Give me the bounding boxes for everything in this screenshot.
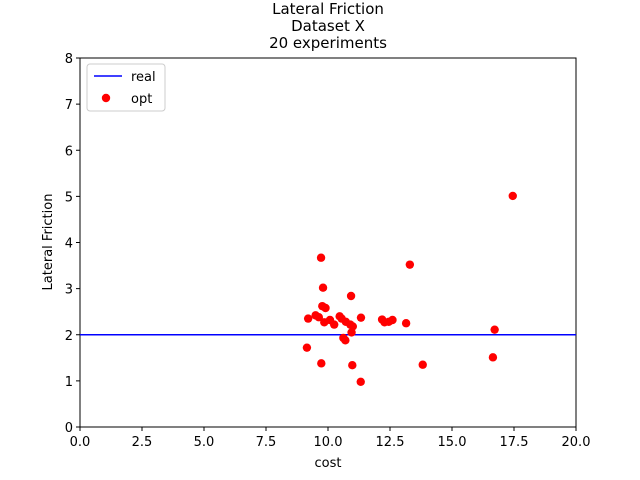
opt-point bbox=[314, 313, 324, 322]
series-layer bbox=[80, 191, 576, 386]
legend-label-opt: opt bbox=[131, 92, 152, 107]
x-tick-label: 20.0 bbox=[562, 435, 591, 450]
opt-point bbox=[488, 353, 498, 362]
y-tick-label: 6 bbox=[65, 144, 73, 159]
opt-point bbox=[330, 320, 339, 329]
y-tick-label: 5 bbox=[65, 190, 73, 205]
opt-point bbox=[318, 283, 328, 292]
y-tick-label: 1 bbox=[65, 375, 73, 390]
opt-point bbox=[341, 336, 350, 345]
y-tick-label: 0 bbox=[65, 421, 73, 436]
x-tick-label: 0.0 bbox=[70, 435, 91, 450]
opt-point bbox=[347, 328, 356, 337]
y-axis-label: Lateral Friction bbox=[41, 194, 56, 291]
opt-point bbox=[490, 325, 499, 334]
x-axis: 0.0 2.5 5.0 7.5 10.0 12.5 15.0 17.5 20.0 bbox=[70, 427, 591, 450]
y-tick-label: 3 bbox=[65, 283, 73, 298]
opt-point bbox=[348, 360, 357, 370]
x-tick-label: 10.0 bbox=[314, 435, 343, 450]
y-tick-label: 2 bbox=[65, 329, 73, 344]
opt-point bbox=[317, 359, 326, 368]
legend-label-real: real bbox=[131, 70, 156, 85]
x-tick-label: 12.5 bbox=[376, 435, 405, 450]
y-axis: 0 1 2 3 4 5 6 7 8 bbox=[65, 52, 80, 436]
x-tick-label: 15.0 bbox=[438, 435, 467, 450]
opt-point bbox=[418, 360, 427, 369]
opt-point bbox=[356, 313, 366, 322]
opt-point bbox=[401, 319, 411, 328]
opt-point bbox=[508, 191, 517, 201]
chart-title-line: 20 experiments bbox=[269, 34, 387, 52]
legend-opt-swatch bbox=[101, 93, 111, 103]
chart-title-line: Lateral Friction bbox=[272, 0, 384, 18]
x-axis-label: cost bbox=[315, 456, 342, 471]
opt-point bbox=[356, 377, 365, 386]
opt-point bbox=[316, 253, 326, 262]
y-tick-label: 4 bbox=[65, 237, 73, 252]
opt-point bbox=[388, 315, 397, 325]
chart-title-line: Dataset X bbox=[291, 17, 365, 35]
opt-point bbox=[303, 314, 313, 323]
x-tick-label: 5.0 bbox=[194, 435, 215, 450]
y-tick-label: 8 bbox=[65, 52, 73, 67]
legend: real opt bbox=[86, 63, 166, 112]
opt-point bbox=[321, 303, 330, 313]
opt-point bbox=[405, 260, 415, 269]
y-tick-label: 7 bbox=[65, 98, 73, 113]
opt-point bbox=[346, 291, 356, 301]
x-tick-label: 7.5 bbox=[256, 435, 277, 450]
x-tick-label: 17.5 bbox=[500, 435, 529, 450]
plot-area bbox=[79, 57, 577, 428]
opt-point bbox=[302, 343, 312, 352]
x-tick-label: 2.5 bbox=[132, 435, 153, 450]
